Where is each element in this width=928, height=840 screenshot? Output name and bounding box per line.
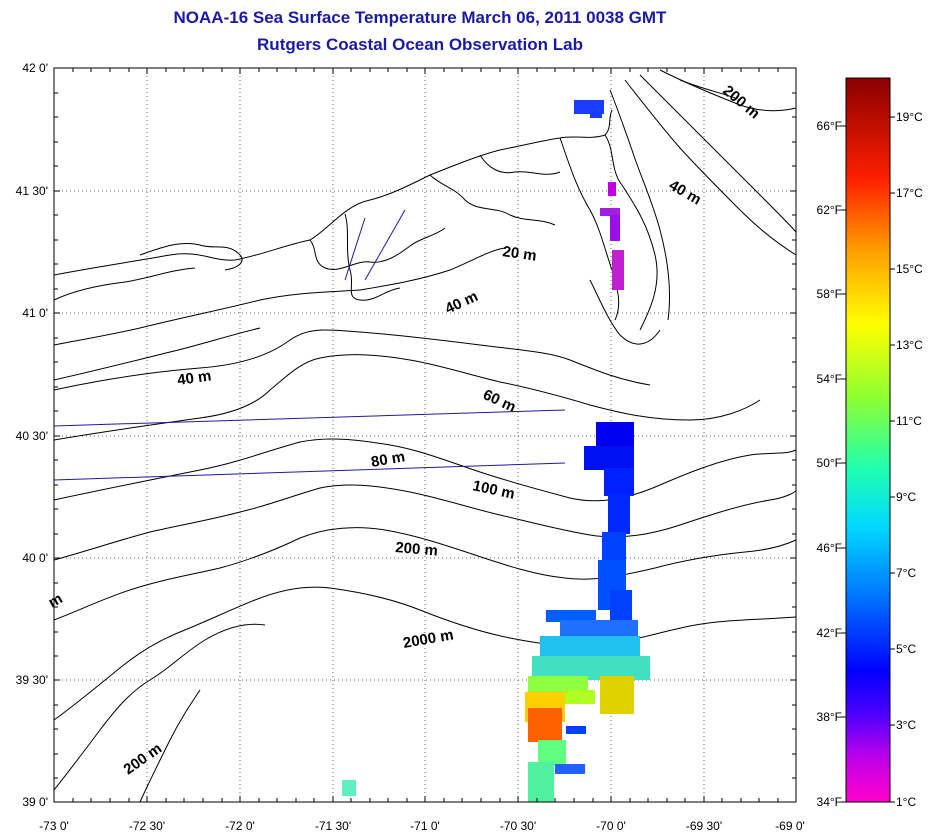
- colorbar-f-label: 62°F: [817, 203, 842, 217]
- colorbar-f-label: 58°F: [817, 287, 842, 301]
- sst-pixels: [342, 100, 650, 802]
- colorbar-f-label: 66°F: [817, 119, 842, 133]
- contour-label-2000m: 2000 m: [402, 626, 455, 652]
- colorbar-c-label: 5°C: [896, 642, 916, 656]
- lon-tick-label: -70 0': [596, 819, 626, 833]
- lon-tick-label: -72 30': [129, 819, 165, 833]
- colorbar-f-label: 50°F: [817, 456, 842, 470]
- colorbar-c-label: 1°C: [896, 795, 916, 809]
- contour-label-200m-ne: 200 m: [719, 82, 763, 122]
- contour-label-200m-sw: 200 m: [121, 740, 166, 778]
- colorbar-c-label: 3°C: [896, 718, 916, 732]
- lon-tick-label: -69 30': [686, 819, 722, 833]
- lat-tick-label: 40 30': [16, 429, 48, 443]
- contour-label-40m-ne: 40 m: [666, 177, 704, 209]
- colorbar-f-label: 46°F: [817, 541, 842, 555]
- colorbar-f-label: 42°F: [817, 626, 842, 640]
- lat-tick-label: 40 0': [22, 551, 48, 565]
- colorbar-c-label: 17°C: [896, 186, 923, 200]
- contour-label-40m-west: 40 m: [176, 367, 212, 389]
- lon-tick-label: -69 0': [775, 819, 805, 833]
- colorbar-f-label: 54°F: [817, 372, 842, 386]
- plot-frame: [53, 67, 797, 803]
- lon-tick-label: -70 30': [500, 819, 536, 833]
- longitude-tick-labels: -73 0' -72 30' -72 0' -71 30' -71 0' -70…: [39, 819, 805, 833]
- lat-tick-label: 42 0': [22, 61, 48, 75]
- coastline: [53, 89, 671, 381]
- contour-label-80m: 80 m: [370, 448, 407, 471]
- contour-label-m-west: m: [46, 590, 66, 611]
- transect-lines: [53, 209, 566, 481]
- lat-tick-label: 41 30': [16, 184, 48, 198]
- colorbar-f-label: 38°F: [817, 710, 842, 724]
- lon-tick-label: -73 0': [39, 819, 69, 833]
- lon-tick-label: -72 0': [225, 819, 255, 833]
- lon-tick-label: -71 0': [410, 819, 440, 833]
- lon-tick-label: -71 30': [315, 819, 351, 833]
- colorbar-c-label: 19°C: [896, 110, 923, 124]
- lat-tick-label: 39 30': [16, 673, 48, 687]
- temperature-colorbar: 66°F 62°F 58°F 54°F 50°F 46°F 42°F 38°F …: [817, 77, 923, 809]
- latitude-tick-labels: 42 0' 41 30' 41 0' 40 30' 40 0' 39 30' 3…: [16, 61, 48, 809]
- map-subtitle: Rutgers Coastal Ocean Observation Lab: [257, 35, 583, 54]
- colorbar-c-label: 15°C: [896, 262, 923, 276]
- contour-labels: 200 m 40 m 20 m 40 m 40 m 60 m 80 m 100 …: [46, 82, 763, 778]
- grid-lines: [54, 68, 796, 802]
- colorbar-f-label: 34°F: [817, 795, 842, 809]
- colorbar-gradient: [845, 77, 891, 803]
- contour-label-200m-center: 200 m: [395, 539, 439, 560]
- bathymetry-contours: [53, 69, 797, 803]
- colorbar-c-label: 13°C: [896, 338, 923, 352]
- colorbar-c-label: 7°C: [896, 566, 916, 580]
- lat-tick-label: 41 0': [22, 306, 48, 320]
- colorbar-c-label: 9°C: [896, 490, 916, 504]
- colorbar-c-label: 11°C: [896, 414, 922, 428]
- lat-tick-label: 39 0': [22, 795, 48, 809]
- contour-label-20m: 20 m: [501, 243, 537, 265]
- map-title: NOAA-16 Sea Surface Temperature March 06…: [173, 8, 667, 27]
